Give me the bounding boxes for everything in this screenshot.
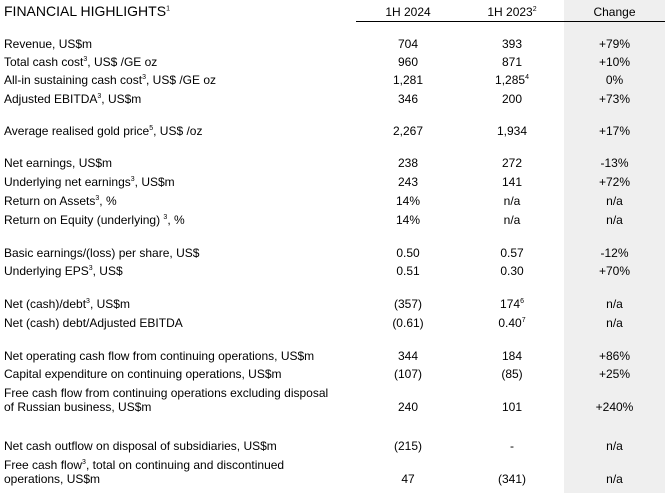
- value-change: +79%: [598, 37, 631, 51]
- value-1h-2023: -: [510, 439, 514, 453]
- value-1h-2023: (341): [497, 472, 526, 486]
- value-change: -13%: [600, 156, 629, 170]
- value-1h-2023: 141: [501, 175, 523, 189]
- value-1h-2024: 344: [397, 349, 419, 363]
- value-1h-2023: 1,2854: [495, 73, 529, 87]
- value-change: +73%: [598, 92, 631, 106]
- value-1h-2024: (215): [393, 439, 422, 453]
- row-label: Adjusted EBITDA3, US$m: [4, 92, 142, 106]
- row-label: Return on Assets3, %: [4, 194, 117, 208]
- column-header-1h-2024: 1H 2024: [385, 5, 431, 19]
- value-change: n/a: [606, 316, 623, 330]
- row-label: Net (cash) debt/Adjusted EBITDA: [4, 316, 183, 330]
- header-rule: [356, 21, 665, 22]
- value-1h-2024: 243: [397, 175, 419, 189]
- value-1h-2024: 14%: [395, 213, 421, 227]
- value-1h-2024: 238: [397, 156, 419, 170]
- value-change: +72%: [598, 175, 631, 189]
- value-1h-2023: 0.57: [500, 246, 524, 260]
- value-1h-2024: 704: [397, 37, 419, 51]
- row-label: All-in sustaining cash cost3, US$ /GE oz: [4, 73, 217, 87]
- value-1h-2024: (357): [393, 297, 422, 311]
- value-1h-2023: 272: [501, 156, 523, 170]
- row-label: Capital expenditure on continuing operat…: [4, 367, 282, 381]
- value-change: n/a: [606, 213, 623, 227]
- value-change: +70%: [598, 264, 631, 278]
- value-change: +10%: [598, 55, 631, 69]
- row-label: Net operating cash flow from continuing …: [4, 349, 315, 363]
- value-1h-2024: 47: [401, 472, 415, 486]
- table-title: FINANCIAL HIGHLIGHTS1: [4, 3, 170, 19]
- value-1h-2024: 1,281: [392, 73, 424, 87]
- value-1h-2023: 184: [501, 349, 523, 363]
- row-label: Underlying net earnings3, US$m: [4, 175, 175, 189]
- row-label: Total cash cost3, US$ /GE oz: [4, 55, 158, 69]
- value-1h-2023: 0.30: [500, 264, 524, 278]
- value-1h-2023: (85): [501, 367, 523, 381]
- value-1h-2023: 1746: [500, 297, 524, 311]
- row-label: Net (cash)/debt3, US$m: [4, 297, 130, 311]
- row-label: Free cash flow3, total on continuing and…: [4, 458, 285, 486]
- change-column-shading: [564, 0, 665, 493]
- value-change: n/a: [606, 439, 623, 453]
- value-1h-2024: 346: [397, 92, 419, 106]
- value-change: -12%: [600, 246, 629, 260]
- value-1h-2024: 240: [397, 400, 419, 414]
- value-1h-2024: 0.51: [396, 264, 420, 278]
- row-label: Underlying EPS3, US$: [4, 264, 123, 278]
- value-change: +25%: [598, 367, 631, 381]
- value-change: n/a: [606, 472, 623, 486]
- value-1h-2023: 1,934: [496, 124, 528, 138]
- value-change: +240%: [595, 400, 634, 414]
- row-label: Revenue, US$m: [4, 37, 93, 51]
- row-label: Return on Equity (underlying) 3, %: [4, 213, 185, 227]
- value-1h-2023: 0.407: [498, 316, 526, 330]
- row-label: Average realised gold price5, US$ /oz: [4, 124, 203, 138]
- value-1h-2024: 960: [397, 55, 419, 69]
- value-1h-2024: 0.50: [396, 246, 420, 260]
- column-header-change: Change: [593, 5, 636, 19]
- value-1h-2023: n/a: [503, 194, 521, 208]
- value-change: +86%: [598, 349, 631, 363]
- row-label: Net cash outflow on disposal of subsidia…: [4, 439, 277, 453]
- value-1h-2023: n/a: [503, 213, 521, 227]
- value-1h-2023: 101: [501, 400, 523, 414]
- value-1h-2023: 200: [501, 92, 523, 106]
- value-change: n/a: [606, 194, 623, 208]
- value-change: n/a: [606, 297, 623, 311]
- value-1h-2024: (0.61): [392, 316, 424, 330]
- column-header-1h-2023: 1H 20232: [487, 5, 537, 19]
- value-1h-2024: (107): [393, 367, 422, 381]
- value-1h-2023: 393: [501, 37, 523, 51]
- value-1h-2023: 871: [501, 55, 523, 69]
- value-change: 0%: [605, 73, 624, 87]
- value-change: +17%: [598, 124, 631, 138]
- row-label: Free cash flow from continuing operation…: [4, 386, 329, 414]
- value-1h-2024: 14%: [395, 194, 421, 208]
- row-label: Net earnings, US$m: [4, 156, 113, 170]
- value-1h-2024: 2,267: [392, 124, 424, 138]
- row-label: Basic earnings/(loss) per share, US$: [4, 246, 200, 260]
